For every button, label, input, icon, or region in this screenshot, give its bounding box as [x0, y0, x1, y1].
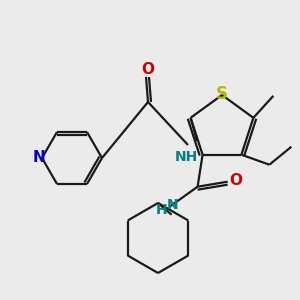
Text: NH: NH	[174, 150, 198, 164]
Text: O: O	[142, 61, 154, 76]
Text: O: O	[229, 173, 242, 188]
Text: S: S	[216, 85, 228, 103]
Text: N: N	[33, 151, 45, 166]
Text: H: H	[156, 203, 167, 217]
Text: N: N	[167, 198, 178, 212]
